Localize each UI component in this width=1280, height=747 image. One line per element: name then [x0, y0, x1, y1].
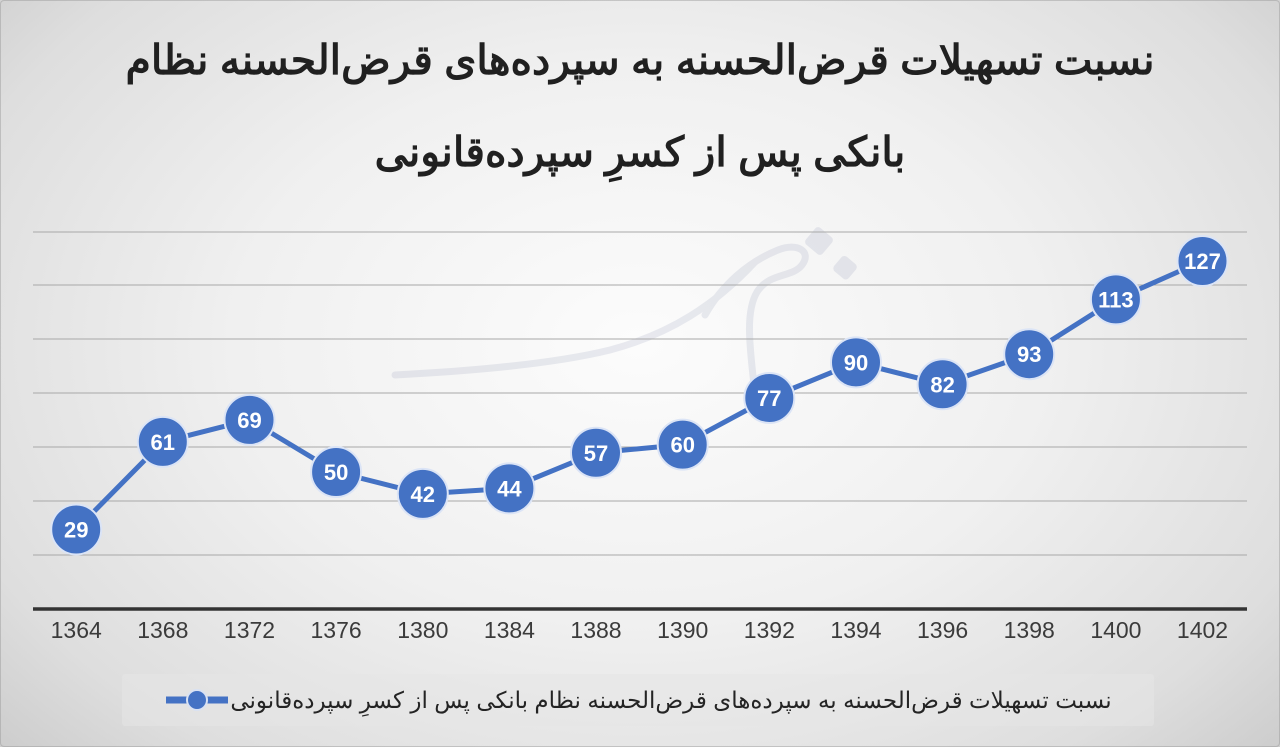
svg-text:1384: 1384 — [484, 617, 535, 643]
svg-text:1372: 1372 — [224, 617, 275, 643]
svg-text:69: 69 — [237, 408, 261, 433]
svg-text:29: 29 — [64, 518, 88, 543]
svg-text:1376: 1376 — [311, 617, 362, 643]
svg-text:1394: 1394 — [830, 617, 881, 643]
svg-text:1398: 1398 — [1004, 617, 1055, 643]
svg-text:113: 113 — [1098, 287, 1134, 312]
svg-text:77: 77 — [757, 386, 781, 411]
svg-text:42: 42 — [411, 482, 435, 507]
svg-text:1392: 1392 — [744, 617, 795, 643]
svg-text:1390: 1390 — [657, 617, 708, 643]
svg-text:1402: 1402 — [1177, 617, 1228, 643]
svg-text:82: 82 — [930, 372, 954, 397]
svg-text:127: 127 — [1184, 249, 1221, 274]
svg-text:1396: 1396 — [917, 617, 968, 643]
svg-text:50: 50 — [324, 460, 348, 485]
svg-text:61: 61 — [151, 430, 175, 455]
svg-text:93: 93 — [1017, 342, 1041, 367]
svg-text:90: 90 — [844, 350, 868, 375]
svg-text:57: 57 — [584, 441, 608, 466]
svg-text:1380: 1380 — [397, 617, 448, 643]
svg-text:1388: 1388 — [570, 617, 621, 643]
svg-text:1368: 1368 — [137, 617, 188, 643]
svg-text:1400: 1400 — [1090, 617, 1141, 643]
svg-text:60: 60 — [670, 433, 694, 458]
svg-text:1364: 1364 — [51, 617, 102, 643]
svg-text:44: 44 — [497, 476, 522, 501]
